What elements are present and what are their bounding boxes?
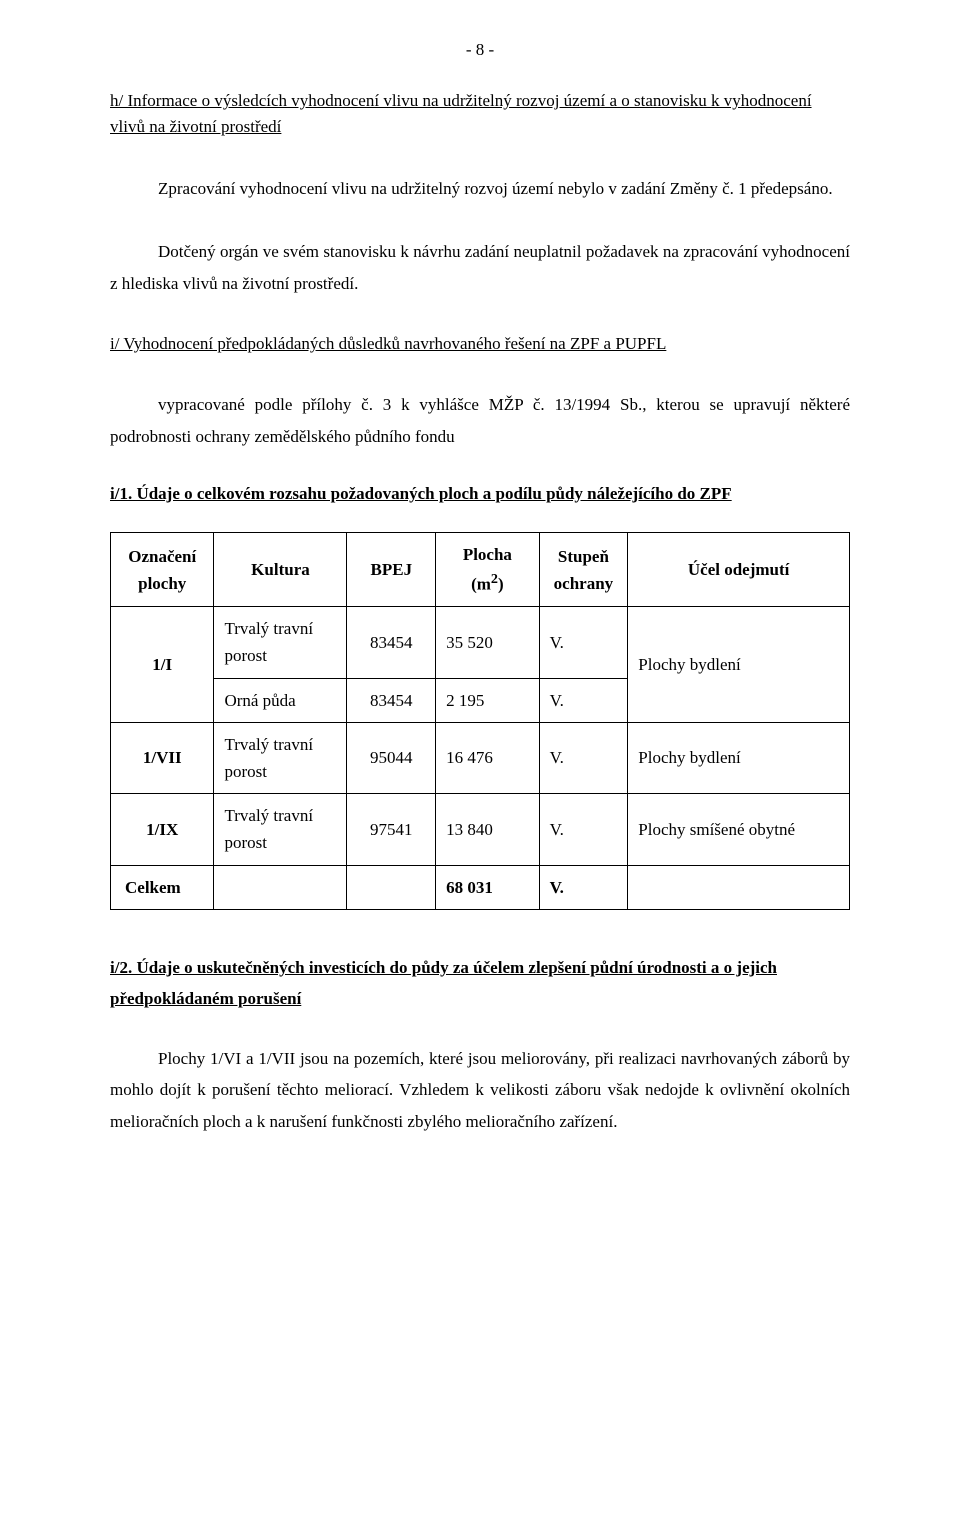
cell-ozn-3: 1/VII xyxy=(111,722,214,793)
th-oznaceni-l1: Označení xyxy=(128,547,196,566)
cell-total-plocha: 68 031 xyxy=(436,865,539,909)
table-row: 1/IX Trvalý travní porost 97541 13 840 V… xyxy=(111,794,850,865)
cell-plocha-4: 13 840 xyxy=(436,794,539,865)
para-h-2: Dotčený orgán ve svém stanovisku k návrh… xyxy=(110,236,850,299)
cell-kult-1: Trvalý travní porost xyxy=(214,607,347,678)
cell-ozn-1: 1/I xyxy=(111,607,214,723)
cell-stup-4: V. xyxy=(539,794,628,865)
cell-stup-3: V. xyxy=(539,722,628,793)
para-i: vypracované podle přílohy č. 3 k vyhlášc… xyxy=(110,389,850,452)
table-row: 1/VII Trvalý travní porost 95044 16 476 … xyxy=(111,722,850,793)
cell-plocha-1: 35 520 xyxy=(436,607,539,678)
th-kultura: Kultura xyxy=(214,533,347,607)
page-container: - 8 - h/ Informace o výsledcích vyhodnoc… xyxy=(0,0,960,1513)
th-plocha-sup: 2 xyxy=(491,571,498,587)
th-oznaceni-l2: plochy xyxy=(138,574,186,593)
heading-i1: i/1. Údaje o celkovém rozsahu požadovaný… xyxy=(110,484,850,504)
cell-bpej-2: 83454 xyxy=(347,678,436,722)
cell-ucel-4: Plochy smíšené obytné xyxy=(628,794,850,865)
cell-kult-4: Trvalý travní porost xyxy=(214,794,347,865)
table-header-row: Označení plochy Kultura BPEJ Plocha (m2)… xyxy=(111,533,850,607)
th-stupen-l2: ochrany xyxy=(554,574,614,593)
th-plocha: Plocha (m2) xyxy=(436,533,539,607)
cell-bpej-3: 95044 xyxy=(347,722,436,793)
heading-i2: i/2. Údaje o uskutečněných investicích d… xyxy=(110,952,850,1015)
cell-total-kult xyxy=(214,865,347,909)
cell-total-bpej xyxy=(347,865,436,909)
th-stupen: Stupeň ochrany xyxy=(539,533,628,607)
th-plocha-l2b: ) xyxy=(498,575,504,594)
cell-bpej-1: 83454 xyxy=(347,607,436,678)
cell-plocha-2: 2 195 xyxy=(436,678,539,722)
cell-ucel-1: Plochy bydlení xyxy=(628,607,850,723)
th-stupen-l1: Stupeň xyxy=(558,547,609,566)
zpf-table: Označení plochy Kultura BPEJ Plocha (m2)… xyxy=(110,532,850,910)
cell-kult-3: Trvalý travní porost xyxy=(214,722,347,793)
th-ucel: Účel odejmutí xyxy=(628,533,850,607)
table-total-row: Celkem 68 031 V. xyxy=(111,865,850,909)
cell-total-label: Celkem xyxy=(111,865,214,909)
th-plocha-l1: Plocha xyxy=(463,545,512,564)
para-h-1: Zpracování vyhodnocení vlivu na udržitel… xyxy=(110,173,850,204)
page-number: - 8 - xyxy=(110,40,850,60)
cell-plocha-3: 16 476 xyxy=(436,722,539,793)
heading-h: h/ Informace o výsledcích vyhodnocení vl… xyxy=(110,88,850,141)
th-plocha-l2a: (m xyxy=(471,575,491,594)
cell-kult-2: Orná půda xyxy=(214,678,347,722)
table-row: 1/I Trvalý travní porost 83454 35 520 V.… xyxy=(111,607,850,678)
cell-total-ucel xyxy=(628,865,850,909)
cell-stup-1: V. xyxy=(539,607,628,678)
cell-bpej-4: 97541 xyxy=(347,794,436,865)
cell-total-stup: V. xyxy=(539,865,628,909)
th-oznaceni: Označení plochy xyxy=(111,533,214,607)
para-i2: Plochy 1/VI a 1/VII jsou na pozemích, kt… xyxy=(110,1043,850,1137)
th-bpej: BPEJ xyxy=(347,533,436,607)
cell-ozn-4: 1/IX xyxy=(111,794,214,865)
cell-stup-2: V. xyxy=(539,678,628,722)
heading-i: i/ Vyhodnocení předpokládaných důsledků … xyxy=(110,331,850,357)
cell-ucel-3: Plochy bydlení xyxy=(628,722,850,793)
